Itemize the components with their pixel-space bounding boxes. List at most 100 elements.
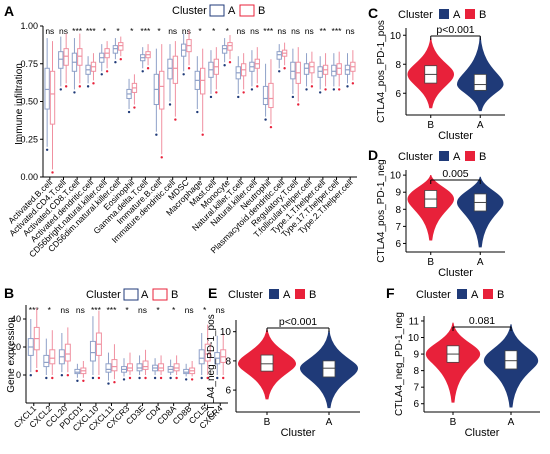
outlier-a bbox=[200, 376, 203, 380]
x-axis-label-c: Cluster bbox=[438, 130, 473, 142]
y-tick-label-e: 10 bbox=[220, 327, 232, 338]
outlier-b bbox=[51, 171, 54, 174]
panel-letter-e: E bbox=[208, 285, 217, 301]
legend-label-a-a: A bbox=[228, 5, 236, 17]
box-a bbox=[262, 85, 269, 106]
significance-label-a: * bbox=[130, 26, 134, 36]
y-tick-label-a: 0.75 bbox=[20, 59, 38, 69]
outlier-a bbox=[73, 91, 76, 94]
legend-label-c-a: A bbox=[453, 9, 461, 21]
y-tick-label-f: 11 bbox=[409, 316, 420, 327]
significance-label-a: ** bbox=[320, 26, 327, 36]
significance-label-a: ns bbox=[277, 26, 286, 36]
significance-label-b: * bbox=[203, 305, 207, 315]
box-a bbox=[74, 368, 81, 375]
outlier-b bbox=[201, 133, 204, 136]
significance-label-a: ns bbox=[45, 26, 54, 36]
y-tick-label-f: 10 bbox=[408, 333, 420, 344]
y-tick-label-f: 9 bbox=[413, 350, 419, 361]
significance-label-a: ns bbox=[182, 26, 191, 36]
x-axis-label-f: Cluster bbox=[465, 427, 500, 439]
legend-title-e: Cluster bbox=[228, 289, 263, 301]
pvalue-label-c: p<0.001 bbox=[436, 24, 474, 36]
legend-title-f: Cluster bbox=[416, 289, 451, 301]
significance-label-a: *** bbox=[86, 26, 97, 36]
y-axis-label-c: CTLA4_pos_PD-1_pos bbox=[376, 20, 387, 123]
legend-swatch-e-b bbox=[295, 289, 305, 299]
box-b bbox=[49, 70, 56, 125]
outlier-b bbox=[215, 91, 218, 94]
box-b bbox=[158, 363, 165, 372]
legend-swatch-d-b bbox=[465, 151, 475, 161]
significance-label-a: ns bbox=[168, 26, 177, 36]
outlier-b bbox=[160, 156, 163, 159]
outlier-a bbox=[100, 73, 103, 76]
box-b bbox=[118, 42, 124, 51]
outlier-a bbox=[153, 376, 157, 380]
box-b bbox=[63, 48, 69, 66]
significance-label-a: ns bbox=[346, 26, 355, 36]
y-tick-label-f: 6 bbox=[413, 399, 419, 410]
pvalue-label-f: 0.081 bbox=[469, 315, 495, 327]
box-b bbox=[127, 363, 133, 372]
y-tick-label-f: 8 bbox=[413, 366, 419, 377]
outlier-b bbox=[175, 376, 178, 380]
box-b bbox=[159, 70, 165, 110]
box-b bbox=[172, 55, 179, 84]
outlier-a bbox=[250, 88, 254, 91]
legend-title-d: Cluster bbox=[398, 151, 433, 163]
outlier-b bbox=[228, 61, 232, 64]
outlier-b bbox=[269, 125, 273, 129]
box-a-f bbox=[504, 350, 518, 370]
violin-a-d bbox=[456, 176, 504, 248]
box-a bbox=[290, 61, 296, 80]
legend-title-b: Cluster bbox=[86, 289, 121, 301]
outlier-a bbox=[59, 88, 62, 91]
outlier-b bbox=[338, 88, 341, 91]
y-tick-label-d: 9 bbox=[395, 188, 401, 199]
legend-swatch-a-b bbox=[239, 4, 255, 17]
x-tick-label-c: A bbox=[477, 120, 484, 131]
y-axis-label-d: CTLA4_pos_PD-1_neg bbox=[376, 159, 387, 262]
box-a bbox=[136, 363, 143, 372]
legend-label-d-b: B bbox=[479, 151, 486, 163]
outlier-b bbox=[64, 85, 68, 88]
panel-letter-a: A bbox=[4, 3, 14, 19]
significance-label-a: ns bbox=[236, 26, 245, 36]
box-a bbox=[58, 51, 64, 69]
y-tick-label-a: 0.25 bbox=[20, 134, 38, 144]
legend-swatch-b-a bbox=[123, 288, 139, 301]
y-tick-label-c: 8 bbox=[395, 60, 401, 71]
panel-letter-d: D bbox=[368, 147, 378, 163]
significance-label-a: *** bbox=[72, 26, 83, 36]
box-a bbox=[167, 58, 173, 80]
outlier-b bbox=[78, 85, 82, 88]
x-tick-label-f: A bbox=[508, 417, 515, 428]
significance-label-a: *** bbox=[140, 26, 151, 36]
significance-label-b: ns bbox=[138, 305, 147, 315]
x-axis-label-e: Cluster bbox=[281, 427, 316, 439]
box-b bbox=[142, 360, 149, 370]
outlier-a bbox=[76, 379, 79, 382]
outlier-a bbox=[91, 376, 95, 380]
y-tick-label-d: 7 bbox=[395, 222, 401, 233]
legend-label-d-a: A bbox=[453, 151, 461, 163]
y-tick-label-b: 20 bbox=[11, 342, 21, 352]
legend-swatch-a-a bbox=[209, 4, 225, 17]
outlier-a bbox=[184, 378, 188, 381]
box-a bbox=[331, 64, 337, 77]
y-tick-label-b: 40 bbox=[11, 314, 21, 324]
outlier-b bbox=[92, 82, 95, 85]
significance-label-b: * bbox=[156, 305, 160, 315]
outlier-a bbox=[86, 85, 90, 88]
outlier-a bbox=[107, 382, 110, 385]
significance-label-a: ns bbox=[291, 26, 300, 36]
x-tick-label-e: A bbox=[326, 417, 333, 428]
outlier-a bbox=[127, 110, 131, 114]
x-tick-label-e: B bbox=[264, 417, 271, 428]
legend-label-f-b: B bbox=[497, 289, 504, 301]
box-b bbox=[49, 349, 56, 365]
box-a bbox=[44, 67, 50, 110]
outlier-b bbox=[351, 82, 355, 85]
outlier-a bbox=[318, 91, 322, 94]
